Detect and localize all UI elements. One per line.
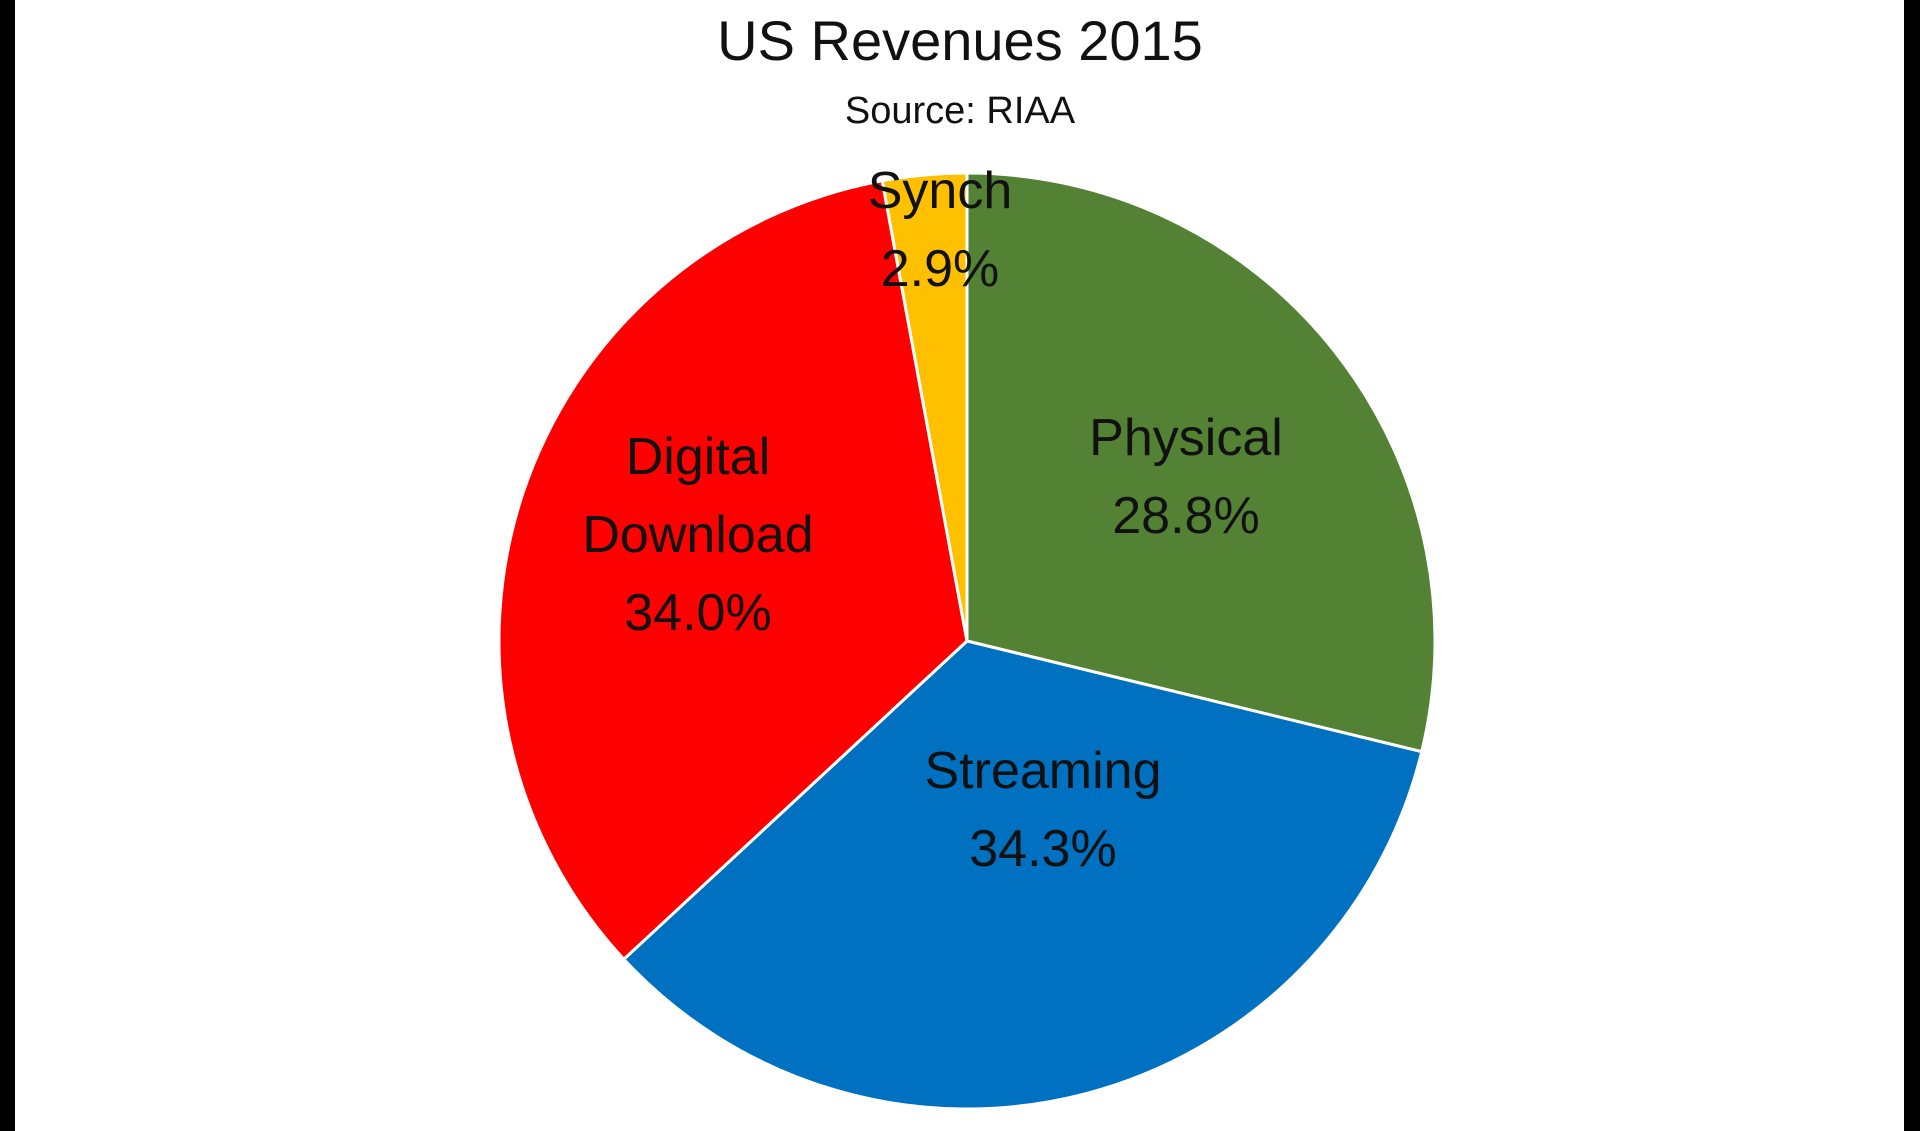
pie-slice-synch <box>880 171 969 642</box>
pie-slice-physical <box>965 171 1437 754</box>
value-label: 34.0% <box>624 584 771 642</box>
pie-slice-streaming <box>621 639 1424 1111</box>
pie-slice-digital-download <box>497 178 969 962</box>
data-label-digital-download: Digital Download 34.0% <box>582 428 813 642</box>
chart-title: US Revenues 2015 <box>717 9 1203 72</box>
chart-subtitle: Source: RIAA <box>844 90 1076 132</box>
value-label: 2.9% <box>881 240 1000 298</box>
data-label-synch: Synch 2.9% <box>868 162 1013 298</box>
data-label-streaming: Streaming 34.3% <box>925 742 1162 878</box>
value-label: 28.8% <box>1112 487 1259 545</box>
data-label-physical: Physical 28.8% <box>1089 409 1283 545</box>
value-label: 34.3% <box>969 820 1116 878</box>
